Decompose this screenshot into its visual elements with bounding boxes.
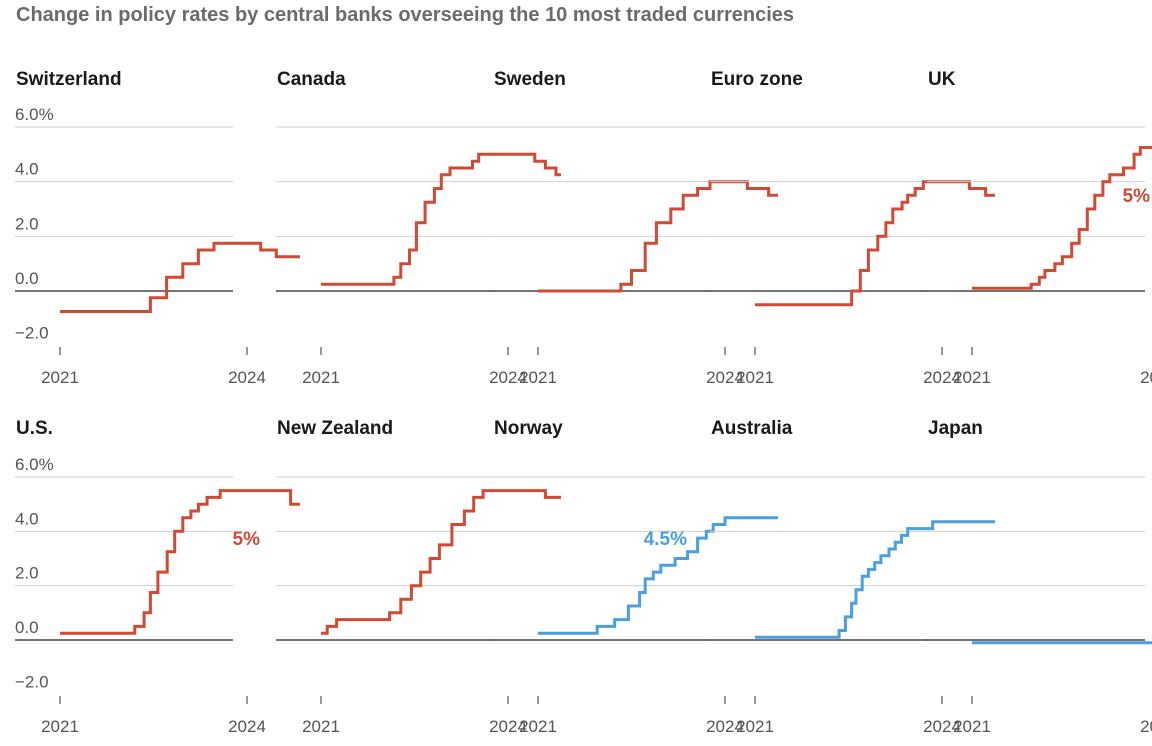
- panel-title-norway: Norway: [494, 418, 563, 439]
- x-tick-label: 2024: [489, 717, 527, 736]
- panel-title-japan: Japan: [928, 418, 983, 439]
- rate-line-uk: [972, 146, 1152, 290]
- end-value-label: 4.5%: [644, 529, 687, 550]
- rate-line-euro-zone: [755, 180, 995, 307]
- x-tick-label: 2024: [923, 368, 961, 387]
- x-tick-label: 2021: [41, 717, 79, 736]
- rate-line-japan: [972, 641, 1152, 645]
- y-tick-label: 4.0: [15, 509, 39, 528]
- y-tick-label: −2.0: [15, 672, 49, 691]
- x-tick-label: 2024: [923, 717, 961, 736]
- x-tick-label: 2021: [302, 368, 340, 387]
- rate-line-u-s: [60, 489, 300, 635]
- rate-line-norway: [538, 516, 778, 635]
- y-tick-label: 6.0%: [15, 105, 54, 124]
- y-tick-label: 0.0: [15, 618, 39, 637]
- y-tick-label: 6.0%: [15, 455, 54, 474]
- x-tick-label: 2024: [706, 717, 744, 736]
- panel-title-new-zealand: New Zealand: [277, 418, 393, 439]
- rate-line-new-zealand: [321, 489, 561, 635]
- y-tick-label: 0.0: [15, 269, 39, 288]
- panel-title-sweden: Sweden: [494, 69, 566, 90]
- y-tick-label: 2.0: [15, 564, 39, 583]
- y-tick-label: 2.0: [15, 214, 39, 233]
- y-tick-label: −2.0: [15, 324, 49, 343]
- panel-title-u-s: U.S.: [16, 418, 53, 439]
- x-tick-label: 2024: [1140, 717, 1152, 736]
- x-tick-label: 2021: [302, 717, 340, 736]
- y-tick-label: 4.0: [15, 160, 39, 179]
- x-tick-label: 2021: [736, 717, 774, 736]
- x-tick-label: 2021: [736, 368, 774, 387]
- panel-title-canada: Canada: [277, 69, 346, 90]
- x-tick-label: 2021: [953, 717, 991, 736]
- x-tick-label: 2024: [489, 368, 527, 387]
- chart-title: Change in policy rates by central banks …: [16, 4, 795, 26]
- panel-title-uk: UK: [928, 69, 956, 90]
- rate-line-sweden: [538, 180, 778, 293]
- end-value-label: 5%: [233, 529, 261, 550]
- x-tick-label: 2024: [1140, 368, 1152, 387]
- panel-title-australia: Australia: [711, 418, 793, 439]
- panel-title-euro-zone: Euro zone: [711, 69, 803, 90]
- x-tick-label: 2021: [953, 368, 991, 387]
- x-tick-label: 2024: [228, 717, 266, 736]
- x-tick-label: 2021: [41, 368, 79, 387]
- end-value-label: 5%: [1123, 186, 1151, 207]
- rate-line-canada: [321, 152, 561, 286]
- rate-line-australia: [755, 520, 995, 639]
- x-tick-label: 2021: [519, 368, 557, 387]
- panel-title-switzerland: Switzerland: [16, 69, 122, 90]
- x-tick-label: 2021: [519, 717, 557, 736]
- rate-line-switzerland: [60, 241, 300, 313]
- x-tick-label: 2024: [228, 368, 266, 387]
- x-tick-label: 2024: [706, 368, 744, 387]
